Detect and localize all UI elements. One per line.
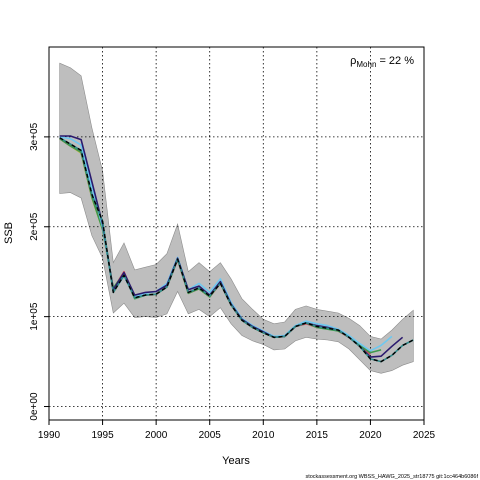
x-tick-label: 2015 — [306, 430, 329, 441]
grid-layer — [48, 47, 425, 420]
confidence-band — [59, 62, 414, 374]
rho-subscript: Mohn — [356, 60, 376, 69]
x-tick-label: 2010 — [252, 430, 275, 441]
plot-frame — [48, 46, 425, 421]
y-axis: 0e+00 1e+05 2e+05 3e+05 — [29, 122, 49, 421]
series-line-dashed-0 — [59, 137, 414, 363]
source-text: stockassessment.org WBSS_HAWG_2025_str18… — [305, 474, 478, 480]
y-tick-label: 3e+05 — [29, 122, 40, 151]
x-tick-label: 2005 — [199, 430, 222, 441]
y-axis-title: SSB — [3, 222, 15, 244]
x-tick-label: 1995 — [91, 430, 114, 441]
x-axis-title: Years — [222, 455, 250, 467]
series-layer — [59, 135, 414, 363]
x-tick-label: 2025 — [413, 430, 436, 441]
y-tick-label: 2e+05 — [29, 212, 40, 241]
rho-value: = 22 % — [376, 55, 414, 67]
y-tick-label: 0e+00 — [29, 392, 40, 421]
mohn-rho-annotation: ρMohn = 22 % — [350, 55, 414, 69]
confidence-band-layer — [59, 62, 414, 374]
x-tick-label: 2000 — [145, 430, 168, 441]
rho-symbol: ρ — [350, 55, 356, 67]
x-tick-label: 1990 — [38, 430, 61, 441]
x-axis: 1990 1995 2000 2005 2010 2015 2020 2025 — [38, 420, 436, 441]
y-tick-label: 1e+05 — [29, 302, 40, 331]
x-tick-label: 2020 — [359, 430, 382, 441]
